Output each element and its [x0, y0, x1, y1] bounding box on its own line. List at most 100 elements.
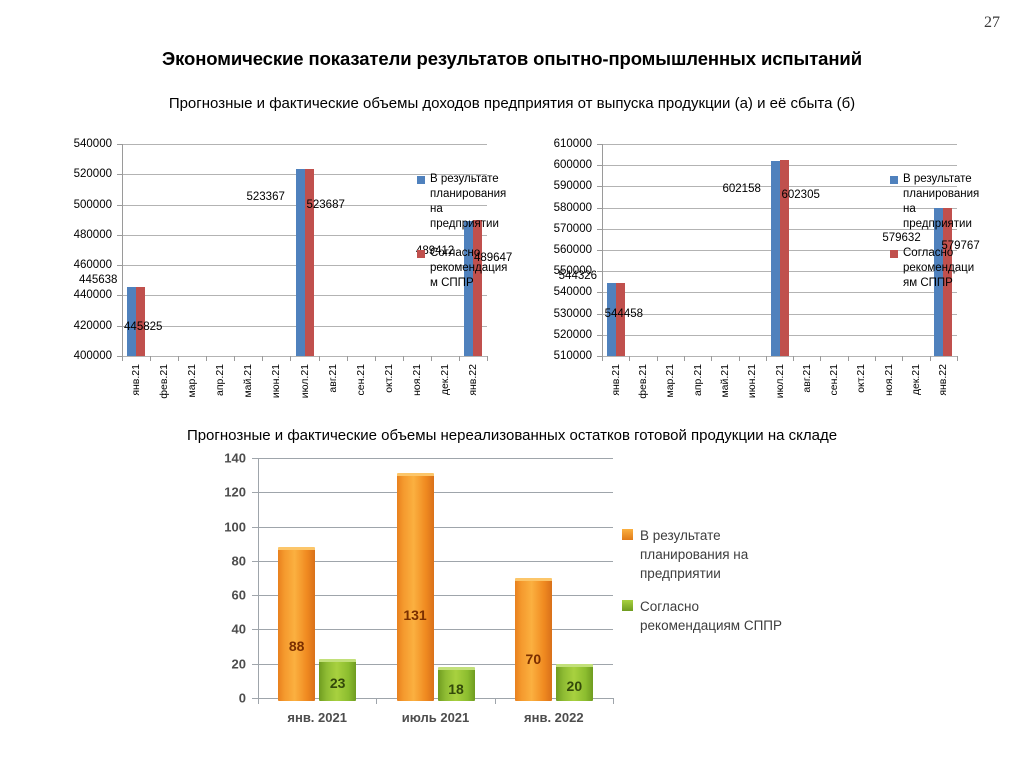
chart-a-legend: В результате планирования на предприятии…	[417, 172, 537, 293]
x-tick-mark	[629, 356, 631, 361]
legend-label: Согласно рекомендаци ям СППР	[903, 247, 975, 289]
x-axis-category-label: июл.21	[298, 364, 311, 399]
bar-data-label: 18	[448, 680, 464, 697]
y-tick-mark	[117, 295, 122, 297]
y-tick-mark	[117, 174, 122, 176]
x-axis-category-label: июн.21	[270, 364, 283, 399]
x-axis-category-label: сен.21	[354, 364, 367, 396]
y-tick-mark	[117, 234, 122, 236]
bar-data-label: 23	[329, 674, 346, 691]
y-axis-tick-label: 520000	[553, 328, 592, 341]
bar	[304, 168, 314, 356]
x-tick-mark	[929, 356, 931, 361]
bar	[463, 220, 473, 356]
x-tick-mark	[374, 356, 376, 361]
y-tick-mark	[117, 325, 122, 327]
x-axis-category-label: авг.21	[800, 364, 813, 393]
x-axis-category-label: янв.22	[466, 364, 479, 396]
gridline	[602, 356, 957, 357]
y-axis-tick-label: 40	[231, 621, 246, 637]
y-tick-mark	[597, 228, 602, 230]
x-tick-mark	[711, 356, 713, 361]
legend-label: Согласно рекомендациям СППР	[640, 599, 782, 633]
y-axis-tick-label: 540000	[553, 286, 592, 299]
y-axis-tick-label: 480000	[73, 228, 112, 241]
x-tick-mark	[290, 356, 292, 361]
y-axis-tick-label: 540000	[73, 138, 112, 150]
x-axis-category-label: янв. 2021	[287, 710, 347, 725]
x-axis-category-label: янв.21	[130, 364, 143, 396]
y-tick-mark	[597, 313, 602, 315]
bar: 88	[278, 547, 316, 701]
y-tick-mark	[597, 207, 602, 209]
x-tick-mark	[820, 356, 822, 361]
legend-label: В результате планирования на предприятии	[430, 173, 507, 230]
gridline	[122, 356, 487, 357]
bar	[779, 160, 789, 356]
bar: 70	[514, 578, 552, 701]
y-axis-line	[258, 458, 259, 698]
x-tick-mark	[602, 356, 603, 361]
chart-a-plot-area: 400000 420000 440000 460000 480000 500000 5200…	[74, 138, 513, 399]
legend-item: В результате планирования на предприятии	[417, 172, 537, 232]
bar-data-label: 579767	[941, 240, 980, 253]
bar-data-label: 523687	[306, 198, 345, 211]
x-tick-mark	[258, 698, 259, 704]
bar-data-label: 445638	[79, 273, 118, 286]
legend-item: В результате планирования на предприятии	[890, 172, 1015, 232]
y-axis-tick-label: 550000	[553, 265, 592, 278]
y-axis-tick-label: 80	[231, 553, 246, 569]
y-axis-tick-label: 460000	[73, 259, 112, 272]
y-tick-mark	[252, 629, 258, 631]
x-axis-category-label: мар.21	[664, 364, 677, 398]
gridline	[258, 663, 613, 665]
y-tick-mark	[597, 186, 602, 188]
x-tick-mark	[902, 356, 904, 361]
y-axis-tick-label: 120	[224, 484, 246, 500]
y-axis-line	[122, 144, 123, 356]
bar-data-label: 445825	[124, 320, 163, 333]
x-axis-category-label: июн.21	[746, 364, 759, 399]
y-axis-tick-label: 590000	[553, 180, 592, 193]
bar-data-label: 489412	[415, 244, 455, 257]
x-axis-category-label: окт.21	[382, 364, 395, 393]
x-tick-mark	[318, 356, 320, 361]
y-tick-mark	[252, 698, 258, 699]
x-tick-mark	[613, 698, 614, 704]
bar: 20	[555, 663, 593, 701]
x-tick-mark	[957, 356, 958, 361]
x-tick-mark	[656, 356, 658, 361]
bar-data-label: 579632	[882, 232, 921, 245]
bar	[472, 220, 482, 356]
y-tick-mark	[117, 144, 122, 145]
y-axis-tick-label: 610000	[553, 138, 592, 150]
x-tick-mark	[793, 356, 795, 361]
bar-data-label: 88	[288, 637, 305, 654]
y-tick-mark	[597, 334, 602, 336]
x-tick-mark	[206, 356, 208, 361]
y-axis-tick-label: 520000	[73, 168, 112, 181]
y-axis-tick-label: 440000	[73, 289, 112, 302]
y-axis-tick-label: 20	[231, 656, 246, 672]
y-tick-mark	[597, 250, 602, 251]
x-tick-mark	[376, 698, 378, 704]
x-axis-category-label: июль 2021	[401, 710, 470, 725]
legend-item: В результате планирования на предприятии	[622, 526, 832, 583]
x-tick-mark	[494, 698, 496, 704]
bar-data-label: 544458	[604, 307, 644, 320]
x-axis-category-label: дек.21	[910, 364, 923, 396]
x-axis-category-label: апр.21	[214, 364, 227, 396]
y-axis-tick-label: 420000	[73, 319, 112, 332]
bar	[615, 282, 625, 356]
y-tick-mark	[252, 560, 258, 562]
chart-c-unsold-stock: 0 20 40 60 80 100 120 140 88 23 янв. 2021 131 18 июль…	[196, 450, 836, 740]
x-axis-category-label: ноя.21	[882, 364, 895, 396]
y-tick-mark	[252, 458, 258, 459]
x-axis-category-label: фев.21	[636, 364, 649, 399]
y-tick-mark	[117, 265, 122, 267]
x-axis-category-label: янв. 2022	[524, 710, 584, 725]
x-axis-category-label: авг.21	[326, 364, 339, 393]
y-axis-tick-label: 500000	[73, 198, 112, 211]
legend-label: В результате планирования на предприятии	[903, 173, 980, 230]
legend-swatch	[622, 600, 633, 611]
